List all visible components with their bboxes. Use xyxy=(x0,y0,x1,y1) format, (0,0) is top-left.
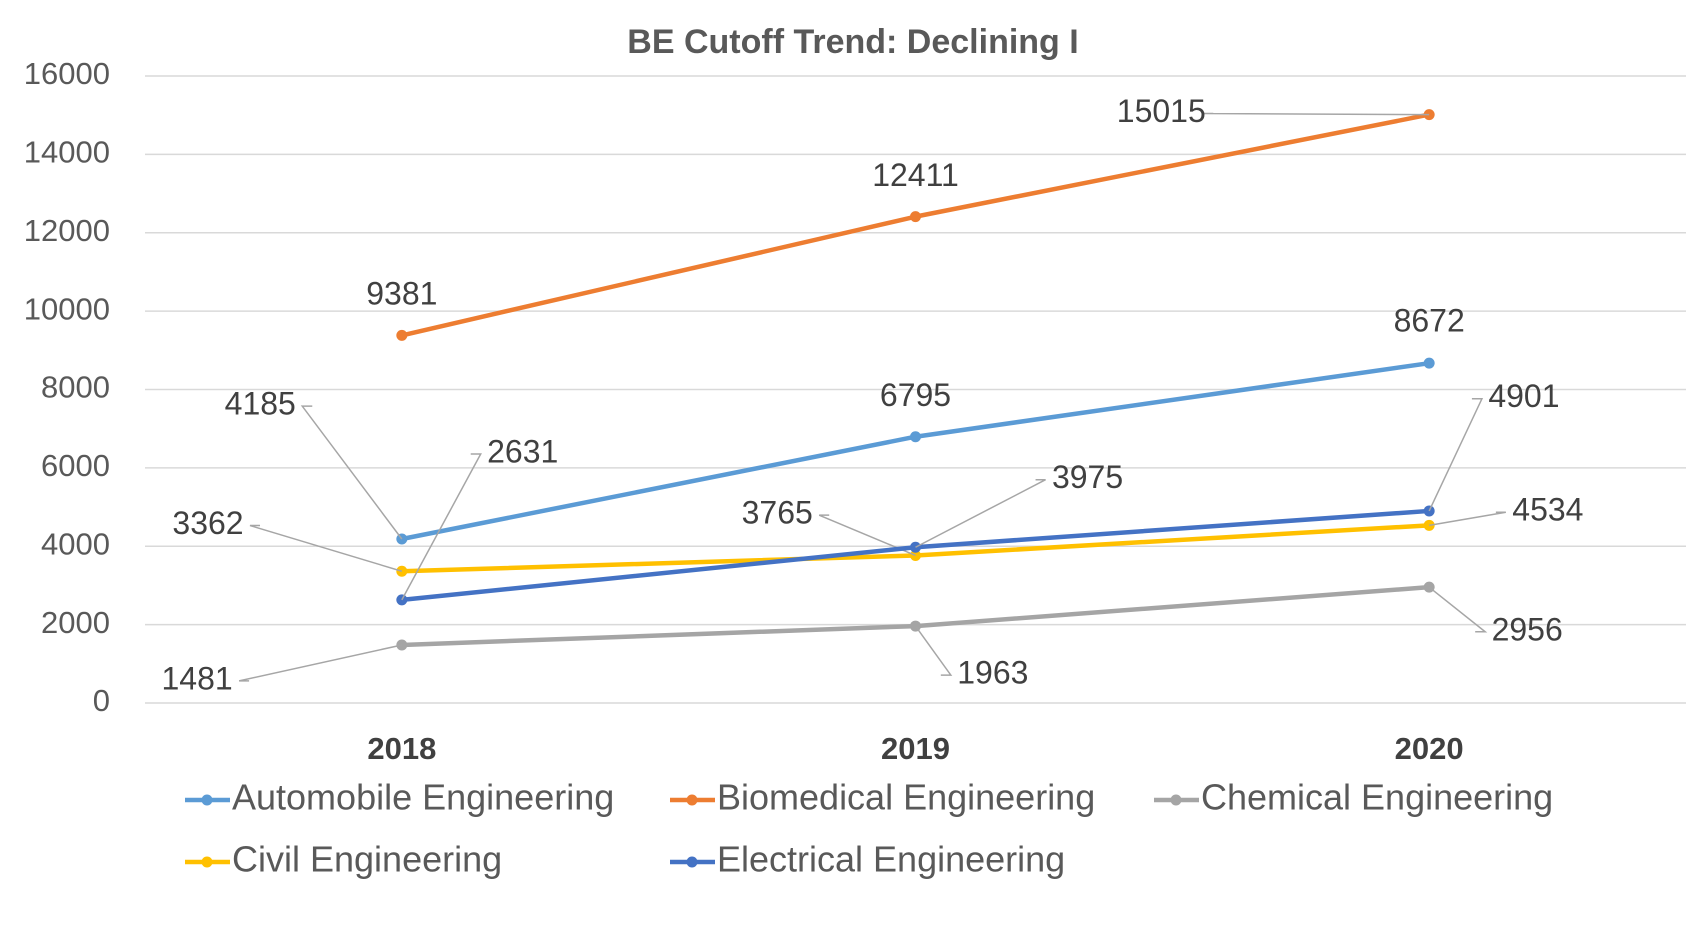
y-tick-label: 2000 xyxy=(41,605,110,640)
data-label: 3765 xyxy=(742,495,813,531)
series-line xyxy=(401,584,1430,648)
leader-line xyxy=(1203,112,1430,116)
point xyxy=(910,211,921,223)
data-label: 9381 xyxy=(366,276,437,312)
legend-label: Civil Engineering xyxy=(232,839,502,880)
data-label: 4534 xyxy=(1512,492,1583,528)
y-tick-label: 16000 xyxy=(24,56,110,91)
legend-marker xyxy=(686,856,698,868)
legend-marker xyxy=(201,794,213,806)
data-label: 3975 xyxy=(1052,459,1123,495)
point xyxy=(396,329,408,341)
legend-label: Automobile Engineering xyxy=(232,777,614,818)
legend-marker xyxy=(1170,794,1182,806)
y-tick-label: 12000 xyxy=(24,213,110,248)
data-label: 8672 xyxy=(1394,302,1465,338)
leader-line xyxy=(914,625,953,676)
legend-label: Biomedical Engineering xyxy=(717,777,1095,818)
y-tick-label: 14000 xyxy=(24,135,110,170)
data-label: 4901 xyxy=(1488,378,1559,414)
x-tick-label: 2020 xyxy=(1395,731,1464,766)
y-tick-label: 4000 xyxy=(41,526,110,561)
data-label: 12411 xyxy=(872,157,959,193)
y-tick-label: 0 xyxy=(93,683,110,718)
leader-line xyxy=(300,405,403,540)
legend-label: Chemical Engineering xyxy=(1201,777,1553,818)
x-tick-label: 2019 xyxy=(881,731,950,766)
y-tick-label: 6000 xyxy=(41,448,110,483)
data-label: 1963 xyxy=(957,655,1028,691)
legend-marker xyxy=(201,856,213,868)
data-label: 6795 xyxy=(880,377,951,413)
y-tick-label: 10000 xyxy=(24,291,110,326)
leader-line xyxy=(401,453,482,601)
series-line xyxy=(401,112,1430,338)
data-label: 3362 xyxy=(172,505,243,541)
data-label: 1481 xyxy=(162,660,233,696)
leader-line xyxy=(238,644,402,682)
y-tick-label: 8000 xyxy=(41,370,110,405)
leader-line xyxy=(915,478,1046,548)
data-label: 2631 xyxy=(487,433,558,469)
leader-line xyxy=(1428,398,1484,512)
data-label: 15015 xyxy=(1117,93,1206,129)
leader-line xyxy=(1428,586,1488,633)
legend-marker xyxy=(686,794,698,806)
leader-line xyxy=(249,524,403,572)
point xyxy=(910,431,921,443)
chart-title: BE Cutoff Trend: Declining I xyxy=(627,23,1078,61)
x-tick-label: 2018 xyxy=(367,731,436,766)
leader-line xyxy=(818,514,916,557)
data-label: 2956 xyxy=(1492,611,1563,647)
data-label: 4185 xyxy=(225,386,296,422)
leader-line xyxy=(1429,511,1506,527)
legend-label: Electrical Engineering xyxy=(717,839,1065,880)
point xyxy=(1423,357,1435,369)
